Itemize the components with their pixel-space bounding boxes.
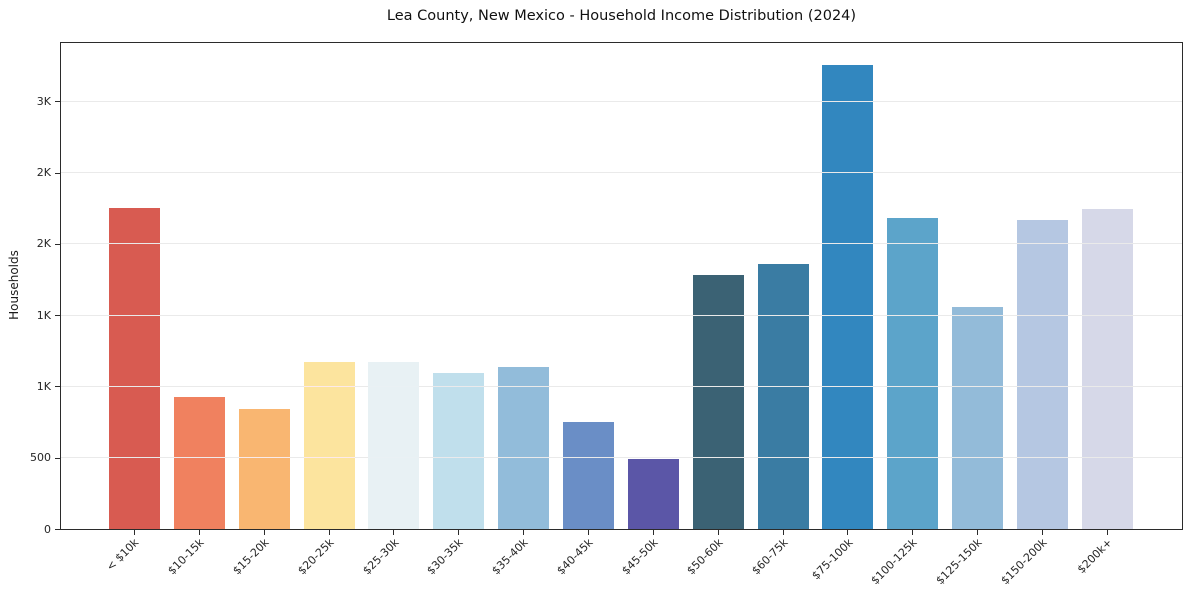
y-tick-label: 2K: [36, 166, 51, 179]
y-tick-mark: [55, 243, 60, 245]
x-tick-label: $30-35k: [424, 536, 466, 578]
x-tick-mark: [328, 529, 330, 535]
x-tick-label: < $10k: [104, 536, 142, 574]
bar: [887, 217, 939, 529]
x-tick-mark: [1041, 529, 1043, 535]
x-tick-mark: [458, 529, 460, 535]
y-tick-mark: [55, 172, 60, 174]
x-tick-label: $35-40k: [489, 536, 531, 578]
bar: [433, 373, 485, 529]
y-tick-label: 500: [30, 451, 51, 465]
bar: [627, 458, 679, 529]
gridline-overlay: [61, 172, 1182, 173]
gridline-overlay: [61, 100, 1182, 102]
bar: [562, 422, 614, 529]
x-tick-label: $100-125k: [868, 536, 920, 588]
bar: [368, 361, 420, 529]
x-tick-mark: [393, 529, 395, 535]
x-tick-label: $125-150k: [933, 536, 985, 588]
gridline-overlay: [61, 243, 1182, 245]
plot-area: [60, 42, 1183, 530]
x-tick-mark: [782, 529, 784, 535]
bar: [238, 408, 290, 529]
x-tick-label: $75-100k: [808, 536, 856, 583]
x-tick-mark: [977, 529, 979, 535]
y-tick-mark: [55, 529, 60, 530]
chart-title: Lea County, New Mexico - Household Incom…: [386, 8, 857, 24]
gridline-overlay: [61, 457, 1182, 459]
y-tick-label: 2K: [36, 237, 51, 251]
x-tick-label: $10-15k: [165, 536, 207, 578]
x-tick-mark: [847, 529, 849, 535]
bar: [757, 263, 809, 529]
bar: [1081, 209, 1133, 529]
x-tick-label: $20-25k: [294, 536, 337, 578]
bar: [822, 65, 874, 529]
bar: [303, 362, 355, 529]
x-tick-mark: [198, 529, 200, 535]
bar: [692, 274, 744, 529]
x-tick-label: $60-75k: [748, 536, 791, 578]
x-tick-mark: [263, 529, 265, 535]
x-tick-label: $150-200k: [998, 536, 1050, 588]
bar: [952, 307, 1004, 529]
bar: [173, 397, 225, 529]
x-tick-mark: [587, 529, 589, 535]
y-tick-mark: [55, 386, 60, 388]
x-tick-mark: [134, 529, 135, 535]
x-tick-label: $40-45k: [554, 536, 596, 578]
y-tick-mark: [55, 315, 60, 317]
x-tick-label: $45-50k: [619, 536, 661, 578]
bar: [109, 207, 160, 529]
y-tick-label: 3K: [36, 94, 51, 108]
x-tick-mark: [717, 529, 719, 535]
gridline-overlay: [61, 314, 1182, 316]
x-tick-label: $50-60k: [684, 536, 726, 578]
y-tick-mark: [55, 457, 60, 459]
y-tick-mark: [55, 101, 60, 103]
y-tick-label: 1K: [36, 308, 51, 322]
x-tick-label: $200k+: [1074, 536, 1115, 577]
y-tick-label: 1K: [36, 379, 51, 393]
x-tick-label: $25-30k: [359, 536, 402, 578]
bar: [1016, 219, 1068, 529]
gridline-overlay: [61, 385, 1182, 387]
x-tick-mark: [523, 529, 525, 535]
bar: [498, 367, 550, 529]
x-tick-mark: [652, 529, 654, 535]
x-tick-label: $15-20k: [230, 536, 272, 578]
x-tick-mark: [1106, 529, 1108, 535]
y-tick-label: 0: [44, 522, 51, 536]
x-tick-mark: [912, 529, 914, 535]
